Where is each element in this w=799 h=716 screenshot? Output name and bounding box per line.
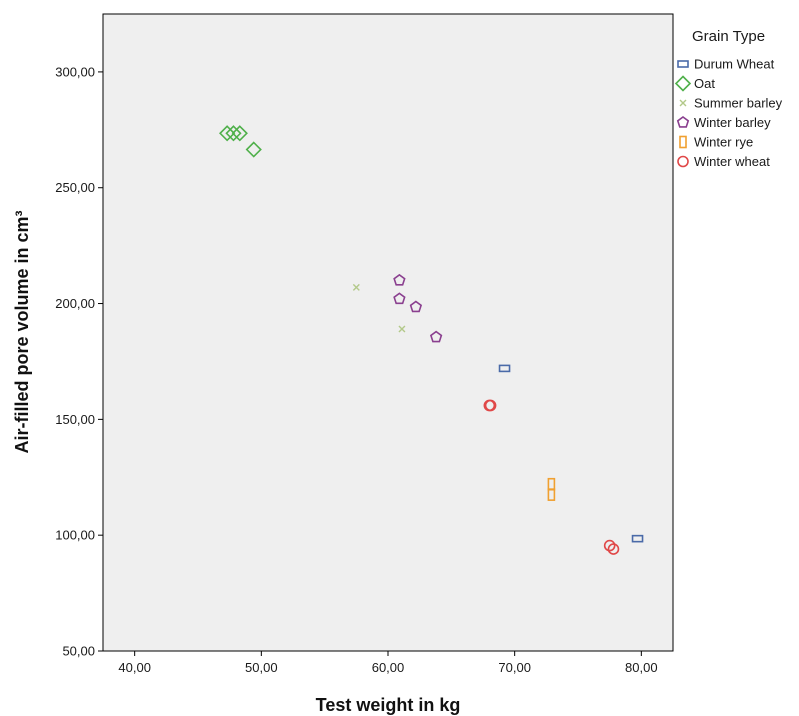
point-durum-wheat (631, 534, 644, 543)
legend-item-winter-wheat: Winter wheat (677, 154, 770, 169)
legend-label: Oat (694, 76, 715, 91)
point-summer-barley-stroke (352, 283, 360, 291)
y-tick-label: 50,00 (62, 644, 95, 659)
y-tick-label: 300,00 (55, 64, 95, 79)
x-tick-label: 50,00 (245, 660, 278, 675)
legend-title: Grain Type (692, 28, 765, 45)
x-tick-label: 60,00 (372, 660, 405, 675)
x-tick-label: 40,00 (118, 660, 151, 675)
legend-marker-oat (674, 75, 692, 92)
x-tick-label: 70,00 (498, 660, 531, 675)
point-summer-barley (352, 283, 360, 291)
point-oat (245, 141, 262, 158)
legend-marker-winter-rye (679, 135, 687, 149)
point-winter-rye (547, 488, 556, 501)
y-tick-label: 250,00 (55, 180, 95, 195)
point-winter-barley (393, 273, 406, 286)
series-oat (219, 125, 262, 158)
legend-item-summer-barley: Summer barley (679, 96, 783, 111)
legend-item-winter-rye: Winter rye (679, 135, 753, 150)
point-oat (231, 125, 248, 142)
point-winter-barley (429, 330, 443, 343)
y-tick-label: 150,00 (55, 412, 95, 427)
point-winter-wheat (484, 399, 497, 412)
legend-item-winter-barley: Winter barley (676, 115, 771, 130)
legend-marker-summer-barley-stroke (679, 99, 687, 107)
point-winter-wheat (607, 543, 620, 555)
point-winter-barley (409, 300, 423, 313)
series-summer-barley (352, 283, 406, 333)
series-winter-wheat (483, 399, 620, 555)
axes: 40,00 50,00 60,00 70,00 80,00 50,00 100,00 150,… (55, 64, 657, 675)
point-durum-wheat (498, 364, 511, 373)
legend-item-durum-wheat: Durum Wheat (677, 57, 775, 72)
point-oat (219, 125, 236, 142)
legend-marker-winter-wheat (677, 155, 689, 168)
point-summer-barley (398, 325, 406, 333)
legend-marker-durum-wheat (677, 60, 689, 68)
legend-label: Winter rye (694, 135, 753, 150)
plot-area (102, 13, 674, 652)
series-winter-barley (393, 273, 443, 343)
legend-item-oat: Oat (674, 75, 715, 92)
legend-label: Durum Wheat (694, 57, 775, 72)
point-summer-barley-stroke (398, 325, 406, 333)
y-axis-title: Air-filled pore volume in cm³ (12, 210, 32, 453)
point-oat (225, 125, 242, 142)
data-marks (219, 125, 644, 555)
legend-label: Winter wheat (694, 154, 770, 169)
series-durum-wheat (498, 364, 644, 543)
point-winter-wheat (603, 539, 616, 552)
x-tick-label: 80,00 (625, 660, 658, 675)
x-axis-title: Test weight in kg (316, 695, 461, 715)
point-winter-barley (393, 292, 406, 305)
legend-marker-summer-barley (679, 99, 687, 107)
y-tick-label: 100,00 (55, 528, 95, 543)
series-winter-rye (547, 477, 556, 501)
legend: Grain Type Durum Wheat Oat Summer barley Wi… (674, 28, 783, 169)
legend-marker-winter-barley (676, 116, 690, 128)
y-tick-label: 200,00 (55, 296, 95, 311)
legend-label: Winter barley (694, 115, 771, 130)
legend-label: Summer barley (694, 96, 783, 111)
